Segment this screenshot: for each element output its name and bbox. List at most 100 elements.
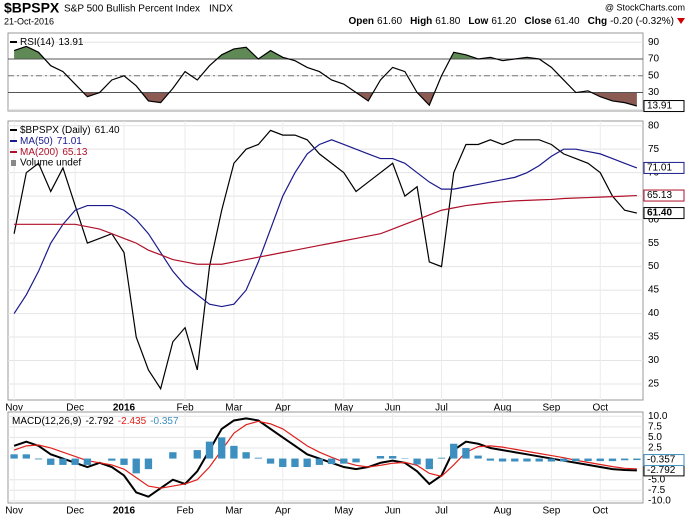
y-tick-label: 50: [648, 261, 660, 272]
quote-value: 61.20: [491, 16, 516, 27]
histogram-bar: [315, 458, 324, 465]
y-tick-label: 25: [648, 379, 660, 390]
quote-label: High: [410, 16, 432, 27]
series-line: [13, 139, 638, 314]
change-arrow: [677, 18, 685, 24]
legend: RSI(14) 13.91: [20, 37, 84, 48]
histogram-bar: [218, 437, 226, 459]
x-tick-label: Jun: [385, 506, 401, 517]
x-tick-label: Aug: [494, 403, 512, 414]
histogram-bar: [279, 458, 287, 468]
histogram-bar: [486, 458, 495, 461]
legend-value: 61.40: [95, 125, 120, 136]
legend-name: $BPSPX (Daily): [20, 125, 91, 136]
histogram-bar: [608, 458, 617, 462]
y-tick-label: -5.0: [648, 474, 666, 485]
histogram-bar: [22, 454, 30, 459]
histogram-bar: [511, 458, 519, 462]
legend-value: -0.357: [150, 416, 179, 427]
panel-frame: [7, 32, 644, 112]
legend-value: -2.435: [118, 416, 147, 427]
y-tick-label: -10.0: [648, 496, 671, 507]
histogram-bar: [230, 445, 238, 459]
x-tick-label: Jun: [385, 403, 401, 414]
x-tick-label: Apr: [275, 506, 291, 517]
histogram-bar: [193, 450, 201, 459]
y-tick-label: 75: [648, 144, 660, 155]
histogram-bar: [132, 458, 140, 474]
series-line: [13, 417, 637, 498]
last-value-label: 61.40: [647, 208, 672, 219]
histogram-bar: [462, 447, 470, 459]
legend-name: MACD(12,26,9): [12, 416, 81, 427]
histogram-bar: [450, 443, 458, 459]
date: 21-Oct-2016: [4, 16, 54, 26]
legend-swatch: [11, 160, 16, 166]
y-tick-label: 50: [648, 70, 660, 81]
last-value-label: -2.792: [647, 465, 676, 476]
source: @ StockCharts.com: [605, 2, 685, 12]
y-tick-label: 35: [648, 332, 660, 343]
y-tick-label: 30: [648, 87, 660, 98]
histogram-bar: [10, 454, 18, 459]
quote-value: 61.60: [377, 16, 402, 27]
y-tick-label: 7.5: [648, 421, 662, 432]
legend-note: Volume undef: [20, 158, 81, 169]
y-tick-label: 90: [648, 37, 660, 48]
last-value-label: -0.357: [647, 455, 676, 466]
x-tick-label: Feb: [176, 506, 194, 517]
x-tick-label: Mar: [225, 403, 243, 414]
x-tick-label: Dec: [66, 506, 84, 517]
x-tick-label: Nov: [5, 403, 23, 414]
series-line: [13, 45, 638, 107]
x-tick-label: Mar: [225, 506, 243, 517]
y-tick-label: 10.0: [648, 411, 668, 422]
last-value-label: 13.91: [647, 101, 672, 112]
x-tick-label: Dec: [66, 403, 84, 414]
x-tick-label: 2016: [113, 403, 136, 414]
histogram-bar: [559, 458, 568, 462]
legend: $BPSPX (Daily) 61.40: [20, 125, 120, 136]
histogram-bar: [425, 458, 433, 470]
series-line: [13, 129, 638, 391]
exchange: INDX: [209, 4, 233, 15]
histogram-bar: [376, 456, 385, 459]
panel-frame: [7, 120, 644, 401]
x-tick-label: Feb: [176, 403, 194, 414]
histogram-bar: [572, 458, 580, 462]
histogram-bar: [547, 458, 556, 462]
x-tick-label: Nov: [5, 506, 23, 517]
histogram-bar: [266, 458, 275, 464]
legend-name: MA(50): [20, 136, 53, 147]
panel-frame: [7, 411, 644, 504]
legend-value: 13.91: [58, 37, 83, 48]
histogram-bar: [83, 458, 92, 465]
symbol: $BPSPX: [4, 0, 60, 16]
last-value-label: 71.01: [647, 163, 672, 174]
index-name: S&P 500 Bullish Percent Index: [64, 4, 200, 15]
quote-value: -0.20 (-0.32%): [610, 16, 674, 27]
last-value-box: [643, 100, 685, 113]
histogram-bar: [34, 458, 43, 460]
last-value-box: [643, 207, 685, 220]
histogram-bar: [120, 458, 128, 465]
last-value-label: 65.13: [647, 190, 672, 201]
histogram-bar: [47, 458, 55, 465]
y-tick-label: 2.5: [648, 443, 662, 454]
legend: MA(50) 71.01: [20, 136, 82, 147]
last-value-box: [643, 189, 685, 202]
histogram-bar: [108, 458, 116, 461]
histogram-bar: [523, 458, 531, 462]
quote-value: 61.80: [435, 16, 460, 27]
legend: MACD(12,26,9) -2.792 -2.435 -0.357: [12, 416, 179, 427]
histogram-bar: [205, 441, 214, 459]
histogram-bar: [59, 458, 67, 465]
y-tick-label: 45: [648, 285, 660, 296]
histogram-bar: [498, 458, 507, 462]
histogram-bar: [437, 457, 446, 459]
histogram-bar: [413, 458, 421, 465]
y-tick-label: 60: [648, 214, 660, 225]
quote-label: Close: [524, 16, 552, 27]
y-tick-label: 70: [648, 54, 660, 65]
